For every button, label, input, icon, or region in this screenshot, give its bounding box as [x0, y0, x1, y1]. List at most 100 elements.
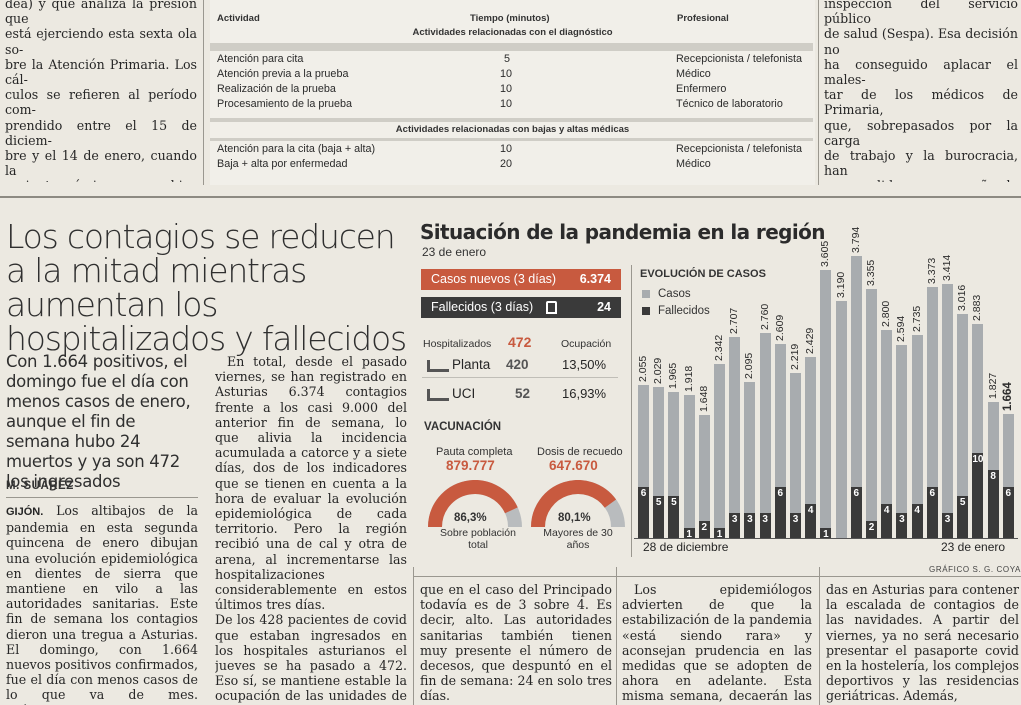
bar-fallecidos [820, 528, 832, 538]
bar-casos [942, 284, 953, 538]
bar-label-casos: 2.219 [789, 343, 801, 370]
bar-label-casos: 2.342 [713, 334, 725, 361]
bar-label-fallecidos: 3 [944, 513, 951, 525]
table-row: Atención previa a la prueba 10 Médico [217, 68, 711, 80]
bar-casos [820, 269, 832, 538]
bar-label-casos: 3.605 [819, 240, 832, 267]
pauta-label: Pauta completa [436, 446, 513, 458]
cases-chart: 2.055 6 2.029 5 1.965 5 1.918 1 1.648 2 2.342 1 2.70… [634, 227, 1020, 540]
bar-label-casos: 3.016 [956, 284, 969, 311]
legend-label-fallecidos: Fallecidos [658, 305, 710, 317]
bar-label-casos: 1.827 [986, 372, 999, 400]
bar-label-casos: 2.735 [910, 305, 923, 332]
bar-label-casos: 1.664 [1001, 382, 1014, 412]
bar-casos [729, 336, 741, 538]
bar-label-casos: 3.414 [941, 254, 953, 282]
bar-label-fallecidos: 3 [731, 513, 738, 525]
infographic-date: 23 de enero [422, 245, 487, 259]
bar-label-fallecidos: 2 [701, 522, 708, 533]
pauta-gauge [428, 480, 522, 528]
dateline: GIJÓN. [6, 506, 44, 518]
article-column-1: GIJÓN. Los altibajos de la pandemia en e… [6, 503, 198, 705]
bar-fallecidos [942, 512, 953, 538]
chart-divider [631, 265, 632, 557]
legend-swatch-fallecidos [642, 307, 650, 315]
table-row: Realización de la prueba 10 Enfermero [217, 83, 727, 95]
article-column-4: Los epidemiólogos advierten de que la es… [622, 582, 812, 705]
chart-title: EVOLUCIÓN DE CASOS [640, 268, 766, 280]
bar-label-fallecidos: 8 [990, 471, 996, 482]
bar-casos [790, 372, 801, 538]
byline: M. SUÁREZ [6, 480, 74, 492]
bar-label-fallecidos: 6 [853, 488, 860, 499]
bar-label-casos: 2.029 [652, 357, 665, 385]
bar-label-casos: 2.055 [637, 355, 649, 383]
bar-fallecidos [653, 495, 665, 538]
table-row: Baja + alta por enfermedad 20 Médico [217, 158, 711, 170]
table-divider [210, 43, 813, 51]
bar-fallecidos [972, 453, 984, 538]
bar-label-casos: 2.760 [758, 303, 771, 330]
bar-casos [835, 300, 847, 538]
bar-fallecidos [850, 487, 862, 538]
planta-pct: 13,50% [562, 357, 607, 372]
bar-fallecidos [774, 487, 786, 538]
icu-bed-icon [427, 389, 449, 401]
pauta-pct: 86,3% [454, 512, 487, 524]
top-left-column: dea) y que analiza la presión que está e… [5, 0, 197, 182]
x-axis-end-label: 23 de enero [941, 540, 1006, 554]
bar-fallecidos [881, 504, 893, 538]
bar-label-fallecidos: 5 [959, 496, 966, 508]
legend-label-casos: Casos [658, 288, 691, 300]
fallecidos-badge: Fallecidos (3 días) 24 [421, 297, 621, 318]
coffin-icon [546, 301, 557, 314]
bar-casos [638, 385, 649, 538]
hospitalizados-label: Hospitalizados [423, 338, 492, 350]
section-divider [0, 196, 1021, 198]
planta-label: Planta [452, 357, 491, 372]
article-text: Los altibajos de la pandemia en esta seg… [6, 503, 198, 705]
bar-label-casos: 2.095 [743, 352, 756, 380]
bar-fallecidos [911, 504, 923, 538]
table-header-profesional: Profesional [677, 13, 729, 24]
bar-fallecidos [668, 495, 680, 538]
deck: Con 1.664 positivos, el domingo fue el d… [6, 352, 191, 491]
bar-label-fallecidos: 6 [640, 488, 647, 499]
bar-fallecidos [957, 495, 969, 538]
bar-casos [683, 395, 695, 538]
table-divider [422, 377, 618, 378]
bar-fallecidos [683, 528, 695, 538]
bar-label-casos: 3.373 [925, 257, 938, 285]
bar-fallecidos [987, 470, 999, 538]
bar-label-casos: 1.918 [682, 366, 695, 393]
bar-casos [911, 334, 923, 538]
table-row: Procesamiento de la prueba 10 Técnico de l… [217, 98, 783, 110]
bar-label-fallecidos: 6 [1005, 488, 1012, 499]
pauta-value: 879.777 [446, 458, 495, 473]
bar-label-fallecidos: 1 [686, 529, 692, 540]
bar-label-casos: 3.355 [865, 259, 877, 286]
bar-label-fallecidos: 1 [716, 529, 723, 540]
bar-label-casos: 2.883 [971, 294, 984, 321]
column-divider [413, 567, 414, 705]
ocupacion-label: Ocupación [561, 338, 612, 350]
bar-label-fallecidos: 10 [972, 454, 984, 465]
table-section-1: Atención para cita 5 Recepcionista / telef… [210, 53, 815, 113]
column-divider [203, 0, 204, 185]
bar-label-casos: 2.800 [880, 300, 893, 327]
bar-fallecidos [714, 528, 725, 538]
hospitalizados-value: 472 [508, 334, 532, 350]
article-column-2: En total, desde el pasado viernes, se ha… [215, 354, 407, 705]
uci-value: 52 [515, 386, 531, 401]
graphic-credit: GRÁFICO S. G. COYA [929, 565, 1021, 574]
table-row: Atención para la cita (baja + alta) 10 Rec… [217, 143, 803, 155]
bar-casos [866, 288, 877, 538]
bar-casos [668, 391, 680, 538]
bar-casos [881, 329, 893, 538]
bar-label-fallecidos: 2 [868, 522, 875, 533]
bar-label-fallecidos: 3 [762, 513, 768, 525]
bar-label-fallecidos: 3 [747, 513, 753, 525]
table-section-title: Actividades relacionadas con bajas y alt… [395, 124, 630, 135]
legend-fallecidos: Fallecidos [642, 305, 742, 318]
bar-label-fallecidos: 1 [823, 529, 829, 540]
